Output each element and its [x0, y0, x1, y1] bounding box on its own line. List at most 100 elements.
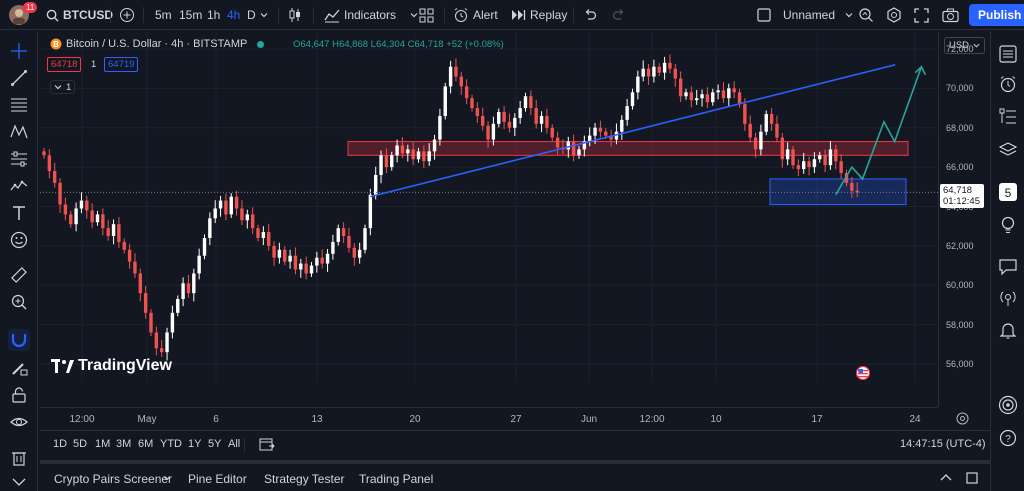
time-axis[interactable]: 12:00 May 6 13 20 27 Jun 12:00 10 17 24	[40, 407, 938, 429]
notifications-button[interactable]	[997, 319, 1019, 341]
smiley-icon	[10, 231, 28, 249]
low-value: L64,304	[370, 39, 405, 50]
candle-body	[796, 165, 801, 170]
brush-tool[interactable]	[8, 175, 30, 197]
range-5y[interactable]: 5Y	[208, 438, 222, 450]
alert-button[interactable]: Alert	[453, 0, 498, 30]
sell-button[interactable]: 64718	[47, 57, 82, 72]
crosshair-tool[interactable]	[8, 40, 30, 62]
candle-body	[63, 204, 68, 215]
fib-tool[interactable]	[8, 94, 30, 116]
layout-menu[interactable]: Unnamed	[757, 0, 853, 30]
hide-drawings-tool[interactable]	[8, 411, 30, 433]
price-tick: 66,000	[946, 162, 974, 173]
interval-1h[interactable]: 1h	[207, 8, 221, 22]
goto-date-button[interactable]	[259, 437, 275, 452]
lock-drawings-tool[interactable]	[8, 384, 30, 406]
layers-button[interactable]	[997, 139, 1019, 161]
bottom-panel-tabs: Crypto Pairs Screener Pine Editor Strate…	[40, 460, 990, 491]
candle-body	[58, 182, 62, 205]
candle-body	[240, 208, 244, 221]
indicators-button[interactable]: Indicators	[324, 0, 418, 30]
candle-body	[277, 249, 282, 258]
buy-button[interactable]: 64719	[104, 57, 139, 72]
help-button[interactable]: ?	[997, 427, 1019, 449]
tab-pine-editor[interactable]: Pine Editor	[188, 472, 247, 486]
candle-body	[555, 137, 560, 148]
trendline-tool[interactable]	[8, 67, 30, 89]
object-tree-button[interactable]	[997, 106, 1019, 128]
compare-button[interactable]	[119, 0, 135, 30]
candle-body	[218, 200, 223, 209]
templates-button[interactable]	[419, 0, 434, 30]
redo-button[interactable]	[612, 0, 626, 30]
us-flag-icon[interactable]	[856, 366, 870, 380]
range-6m[interactable]: 6M	[138, 438, 154, 450]
alerts-button[interactable]	[997, 73, 1019, 95]
candle-body	[475, 108, 480, 116]
range-ytd[interactable]: YTD	[160, 438, 182, 450]
price-chart[interactable]	[40, 32, 938, 382]
replay-button[interactable]: Replay	[510, 0, 567, 30]
price-axis[interactable]: USD 72,00070,00068,00066,00064,00062,000…	[938, 32, 989, 407]
interval-4h[interactable]: 4h	[227, 8, 241, 22]
order-quantity[interactable]: 1	[91, 59, 97, 70]
candle-body	[802, 161, 806, 170]
candle-body	[657, 66, 661, 73]
range-all[interactable]: All	[228, 438, 241, 450]
forecast-tool[interactable]	[8, 148, 30, 170]
range-1y[interactable]: 1Y	[188, 438, 202, 450]
interval-d[interactable]: D	[247, 8, 256, 22]
collapse-panel-button[interactable]	[940, 473, 952, 482]
symbol-title: Bitcoin / U.S. Dollar · 4h · BITSTAMP	[66, 38, 248, 50]
remove-drawings-tool[interactable]	[8, 447, 30, 469]
pattern-tool[interactable]	[8, 121, 30, 143]
collapse-toolbar[interactable]	[8, 471, 30, 491]
candle-body	[678, 78, 683, 97]
screener-dropdown[interactable]	[163, 474, 171, 482]
ideas-button[interactable]	[997, 214, 1019, 236]
publish-button[interactable]: Publish	[969, 4, 1024, 26]
interval-15m[interactable]: 15m	[179, 8, 203, 22]
currency-selector[interactable]: USD	[944, 37, 985, 54]
undo-button[interactable]	[583, 0, 597, 30]
text-tool[interactable]	[8, 202, 30, 224]
clock[interactable]: 14:47:15 (UTC-4)	[900, 438, 986, 450]
chart-type-button[interactable]	[287, 0, 303, 30]
axis-settings-button[interactable]	[956, 412, 969, 425]
candle-body	[609, 135, 613, 140]
settings-button[interactable]	[886, 0, 902, 30]
candle-body	[133, 261, 137, 274]
watchlist-button[interactable]	[997, 43, 1019, 65]
signals-button[interactable]	[997, 394, 1019, 416]
range-1d[interactable]: 1D	[53, 438, 68, 450]
symbol-search[interactable]: BTCUSD	[46, 0, 113, 30]
fullscreen-button[interactable]	[914, 0, 929, 30]
range-5d[interactable]: 5D	[73, 438, 88, 450]
candle-body	[299, 263, 303, 270]
candle-body	[347, 236, 351, 248]
chat-button[interactable]	[997, 256, 1019, 278]
tab-trading-panel[interactable]: Trading Panel	[359, 472, 434, 486]
chevron-up-icon	[940, 474, 952, 481]
tab-crypto-screener[interactable]: Crypto Pairs Screener	[54, 472, 173, 486]
candle-body	[823, 155, 827, 166]
range-1m[interactable]: 1M	[95, 438, 111, 450]
magnet-tool[interactable]	[8, 329, 30, 351]
candle-body	[197, 255, 201, 274]
range-3m[interactable]: 3M	[116, 438, 132, 450]
zoom-tool[interactable]	[8, 291, 30, 313]
maximize-panel-button[interactable]	[966, 472, 978, 484]
snapshot-button[interactable]	[942, 0, 959, 30]
candle-body	[90, 210, 94, 223]
stay-drawing-tool[interactable]	[8, 357, 30, 379]
interval-dropdown[interactable]	[260, 0, 268, 30]
quick-search-button[interactable]	[858, 0, 874, 30]
interval-5m[interactable]: 5m	[155, 8, 172, 22]
calendar-button[interactable]: 5	[997, 181, 1019, 203]
measure-tool[interactable]	[8, 264, 30, 286]
streams-button[interactable]	[997, 287, 1019, 309]
indicators-toggle[interactable]: 1	[50, 80, 76, 94]
emoji-tool[interactable]	[8, 229, 30, 251]
tab-strategy-tester[interactable]: Strategy Tester	[264, 472, 345, 486]
